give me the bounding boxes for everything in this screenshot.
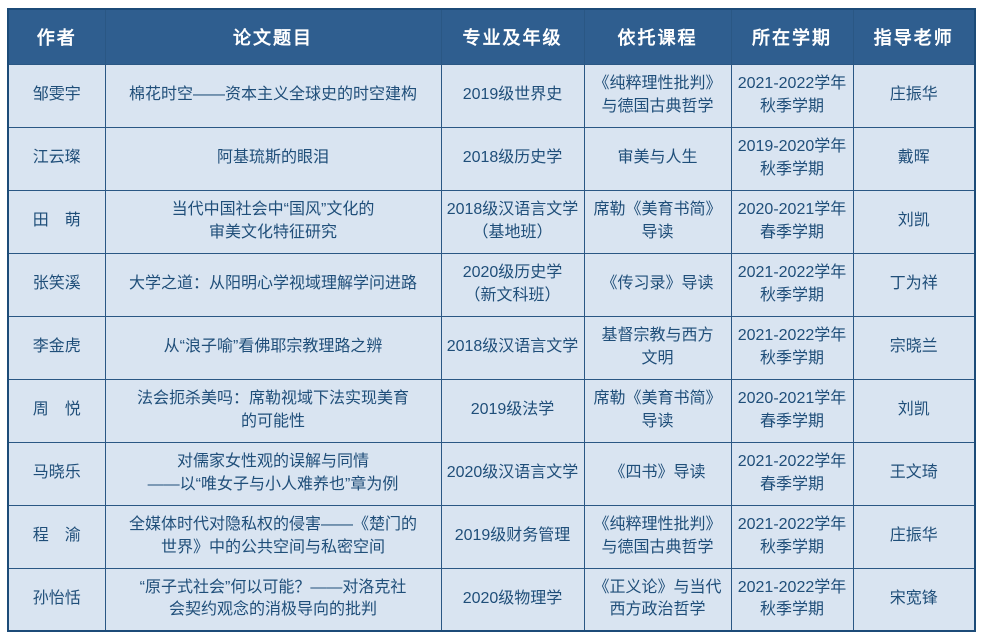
title-cell: 全媒体时代对隐私权的侵害——《楚门的 世界》中的公共空间与私密空间 (104, 504, 442, 569)
title-cell: 从“浪子喻”看佛耶宗教理路之辨 (104, 315, 442, 380)
author-cell: 程 渝 (7, 504, 106, 569)
author-cell: 孙怡恬 (7, 567, 106, 632)
semester-cell: 2021-2022学年 春季学期 (730, 441, 854, 506)
course-cell: 《传习录》导读 (583, 252, 732, 317)
major-cell: 2018级汉语言文学 （基地班） (440, 189, 585, 254)
header-course: 依托课程 (583, 8, 732, 65)
course-cell: 《纯粹理性批判》 与德国古典哲学 (583, 63, 732, 128)
author-cell: 邹雯宇 (7, 63, 106, 128)
course-cell: 基督宗教与西方 文明 (583, 315, 732, 380)
header-row: 作者 论文题目 专业及年级 依托课程 所在学期 指导老师 (7, 8, 976, 65)
title-cell: 对儒家女性观的误解与同情 ——以“唯女子与小人难养也”章为例 (104, 441, 442, 506)
header-advisor: 指导老师 (852, 8, 976, 65)
semester-cell: 2021-2022学年 秋季学期 (730, 252, 854, 317)
author-cell: 张笑溪 (7, 252, 106, 317)
course-cell: 席勒《美育书简》 导读 (583, 189, 732, 254)
major-cell: 2019级法学 (440, 378, 585, 443)
author-cell: 马晓乐 (7, 441, 106, 506)
major-cell: 2018级汉语言文学 (440, 315, 585, 380)
major-cell: 2020级历史学 （新文科班） (440, 252, 585, 317)
semester-cell: 2021-2022学年 秋季学期 (730, 315, 854, 380)
major-cell: 2020级汉语言文学 (440, 441, 585, 506)
course-cell: 席勒《美育书简》 导读 (583, 378, 732, 443)
title-cell: 棉花时空——资本主义全球史的时空建构 (104, 63, 442, 128)
table-row: 孙怡恬 “原子式社会”何以可能？——对洛克社 会契约观念的消极导向的批判 202… (7, 567, 976, 632)
semester-cell: 2019-2020学年 秋季学期 (730, 126, 854, 191)
semester-cell: 2021-2022学年 秋季学期 (730, 567, 854, 632)
advisor-cell: 刘凯 (852, 378, 976, 443)
course-cell: 《正义论》与当代 西方政治哲学 (583, 567, 732, 632)
semester-cell: 2020-2021学年 春季学期 (730, 189, 854, 254)
header-title: 论文题目 (104, 8, 442, 65)
semester-cell: 2021-2022学年 秋季学期 (730, 504, 854, 569)
advisor-cell: 宗晓兰 (852, 315, 976, 380)
major-cell: 2018级历史学 (440, 126, 585, 191)
table-body: 邹雯宇 棉花时空——资本主义全球史的时空建构 2019级世界史 《纯粹理性批判》… (7, 63, 976, 632)
header-major: 专业及年级 (440, 8, 585, 65)
course-cell: 《四书》导读 (583, 441, 732, 506)
author-cell: 田 萌 (7, 189, 106, 254)
author-cell: 江云璨 (7, 126, 106, 191)
advisor-cell: 庄振华 (852, 504, 976, 569)
major-cell: 2020级物理学 (440, 567, 585, 632)
title-cell: 法会扼杀美吗：席勒视域下法实现美育 的可能性 (104, 378, 442, 443)
header-author: 作者 (7, 8, 106, 65)
advisor-cell: 宋宽锋 (852, 567, 976, 632)
table-row: 马晓乐 对儒家女性观的误解与同情 ——以“唯女子与小人难养也”章为例 2020级… (7, 441, 976, 506)
semester-cell: 2021-2022学年 秋季学期 (730, 63, 854, 128)
advisor-cell: 庄振华 (852, 63, 976, 128)
table-row: 程 渝 全媒体时代对隐私权的侵害——《楚门的 世界》中的公共空间与私密空间 20… (7, 504, 976, 569)
major-cell: 2019级财务管理 (440, 504, 585, 569)
advisor-cell: 王文琦 (852, 441, 976, 506)
course-cell: 审美与人生 (583, 126, 732, 191)
author-cell: 李金虎 (7, 315, 106, 380)
advisor-cell: 刘凯 (852, 189, 976, 254)
table-row: 田 萌 当代中国社会中“国风”文化的 审美文化特征研究 2018级汉语言文学 （… (7, 189, 976, 254)
advisor-cell: 戴晖 (852, 126, 976, 191)
author-cell: 周 悦 (7, 378, 106, 443)
semester-cell: 2020-2021学年 春季学期 (730, 378, 854, 443)
advisor-cell: 丁为祥 (852, 252, 976, 317)
table-row: 邹雯宇 棉花时空——资本主义全球史的时空建构 2019级世界史 《纯粹理性批判》… (7, 63, 976, 128)
table-row: 江云璨 阿基琉斯的眼泪 2018级历史学 审美与人生 2019-2020学年 秋… (7, 126, 976, 191)
table-row: 周 悦 法会扼杀美吗：席勒视域下法实现美育 的可能性 2019级法学 席勒《美育… (7, 378, 976, 443)
major-cell: 2019级世界史 (440, 63, 585, 128)
thesis-table: 作者 论文题目 专业及年级 依托课程 所在学期 指导老师 邹雯宇 棉花时空——资… (7, 8, 976, 632)
table-row: 李金虎 从“浪子喻”看佛耶宗教理路之辨 2018级汉语言文学 基督宗教与西方 文… (7, 315, 976, 380)
table-row: 张笑溪 大学之道：从阳明心学视域理解学问进路 2020级历史学 （新文科班） 《… (7, 252, 976, 317)
title-cell: “原子式社会”何以可能？——对洛克社 会契约观念的消极导向的批判 (104, 567, 442, 632)
title-cell: 阿基琉斯的眼泪 (104, 126, 442, 191)
title-cell: 大学之道：从阳明心学视域理解学问进路 (104, 252, 442, 317)
course-cell: 《纯粹理性批判》 与德国古典哲学 (583, 504, 732, 569)
header-semester: 所在学期 (730, 8, 854, 65)
title-cell: 当代中国社会中“国风”文化的 审美文化特征研究 (104, 189, 442, 254)
